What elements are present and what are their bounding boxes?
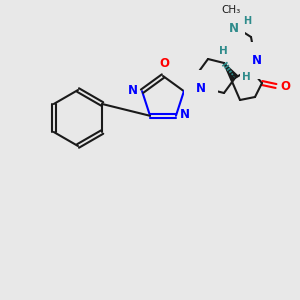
Text: O: O [159,57,169,70]
Text: N: N [196,82,206,94]
Text: H: H [219,46,227,56]
Text: N: N [128,84,138,97]
Text: H: H [243,16,251,26]
Text: N: N [180,108,190,121]
Text: CH₃: CH₃ [221,5,241,15]
Text: N: N [229,22,239,35]
Text: H: H [242,72,251,82]
Polygon shape [224,63,238,80]
Text: N: N [252,54,262,67]
Text: O: O [280,80,290,92]
